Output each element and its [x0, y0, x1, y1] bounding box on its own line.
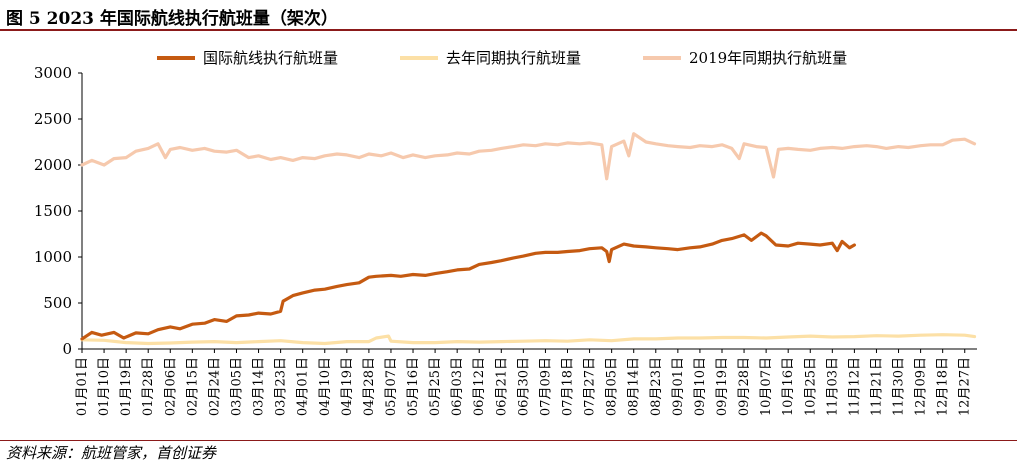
axes: 0 500 1000 1500 2000 2500 3000 01月01日 01月10日 01月1… — [34, 64, 977, 416]
x-tick-label: 12月18日 — [936, 357, 951, 416]
x-tick-label: 04月10日 — [318, 357, 333, 416]
x-tick-label: 10月07日 — [759, 357, 774, 416]
x-tick-label: 11月21日 — [869, 357, 884, 416]
x-tick-label: 01月10日 — [97, 357, 112, 416]
series-line-0 — [80, 231, 856, 341]
x-tick-label: 03月23日 — [274, 357, 289, 416]
series-line-2 — [80, 132, 977, 181]
legend: 国际航线执行航班量 去年同期执行航班量 2019年同期执行航班量 — [157, 49, 847, 67]
x-tick-label: 11月03日 — [825, 357, 840, 416]
x-tick-label: 03月14日 — [252, 357, 267, 416]
y-tick-label: 3000 — [34, 64, 72, 82]
y-tick-label: 500 — [43, 294, 72, 312]
figure-header: 图 5 2023 年国际航线执行航班量（架次） — [0, 0, 1017, 31]
y-tick-label: 0 — [62, 340, 72, 358]
x-tick-label: 04月28日 — [362, 357, 377, 416]
x-tick-label: 06月12日 — [472, 357, 487, 416]
x-tick-label: 05月07日 — [384, 357, 399, 416]
x-tick-label: 01月19日 — [119, 357, 134, 416]
footer-rule — [0, 440, 1017, 441]
x-tick-label: 02月15日 — [185, 357, 200, 416]
x-tick-label: 11月12日 — [847, 357, 862, 416]
x-tick-label: 06月30日 — [516, 357, 531, 416]
x-tick-label: 10月16日 — [781, 357, 796, 416]
x-tick-label: 06月03日 — [450, 357, 465, 416]
x-tick-label: 07月09日 — [538, 357, 553, 416]
x-tick-label: 02月06日 — [163, 357, 178, 416]
x-tick-label: 04月19日 — [340, 357, 355, 416]
x-tick-label: 11月30日 — [892, 357, 907, 416]
x-tick-label: 01月28日 — [141, 357, 156, 416]
x-tick-label: 05月25日 — [428, 357, 443, 416]
line-chart: 国际航线执行航班量 去年同期执行航班量 2019年同期执行航班量 0 500 1000 1… — [34, 49, 977, 416]
x-tick-label: 08月14日 — [627, 357, 642, 416]
x-tick-label: 07月27日 — [583, 357, 598, 416]
y-tick-label: 1000 — [34, 248, 72, 266]
x-tick-label: 12月27日 — [958, 357, 973, 416]
x-tick-label: 05月16日 — [406, 357, 421, 416]
x-tick-label: 09月01日 — [671, 357, 686, 416]
x-tick-label: 06月21日 — [494, 357, 509, 416]
x-tick-label: 09月19日 — [715, 357, 730, 416]
x-tick-label: 10月25日 — [803, 357, 818, 416]
title-rule — [0, 29, 1017, 31]
x-tick-label: 04月01日 — [296, 357, 311, 416]
x-tick-label: 02月24日 — [207, 357, 222, 416]
x-tick-label: 03月05日 — [229, 357, 244, 416]
legend-label-1: 去年同期执行航班量 — [446, 49, 581, 67]
x-tick-label: 12月09日 — [914, 357, 929, 416]
legend-label-2: 2019年同期执行航班量 — [689, 49, 847, 67]
source-note: 资料来源：航班管家，首创证券 — [6, 444, 217, 462]
x-tick-label: 08月05日 — [605, 357, 620, 416]
x-tick-label: 08月23日 — [649, 357, 664, 416]
x-tick-label: 09月10日 — [693, 357, 708, 416]
x-tick-label: 09月28日 — [737, 357, 752, 416]
figure-title: 图 5 2023 年国际航线执行航班量（架次） — [6, 9, 338, 29]
series-line-1 — [80, 333, 977, 346]
y-tick-label: 2500 — [34, 110, 72, 128]
y-tick-label: 1500 — [34, 202, 72, 220]
legend-label-0: 国际航线执行航班量 — [203, 49, 338, 67]
y-tick-label: 2000 — [34, 156, 72, 174]
x-tick-label: 01月01日 — [75, 357, 90, 416]
series-layer — [80, 132, 977, 346]
x-tick-label: 07月18日 — [561, 357, 576, 416]
